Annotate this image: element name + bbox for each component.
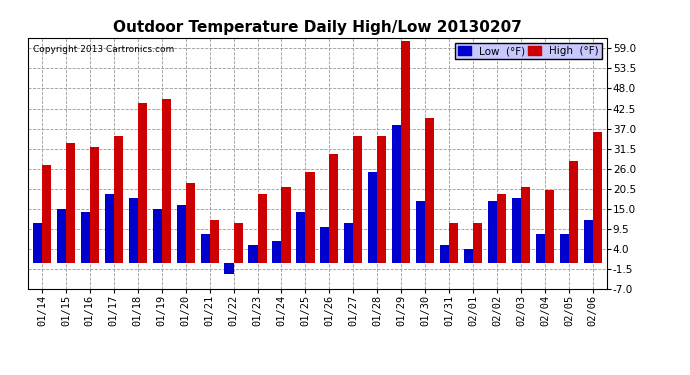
Bar	[224, 263, 234, 274]
Title: Outdoor Temperature Daily High/Low 20130207: Outdoor Temperature Daily High/Low 20130…	[113, 20, 522, 35]
Bar	[593, 132, 602, 263]
Text: Copyright 2013 Cartronics.com: Copyright 2013 Cartronics.com	[33, 45, 175, 54]
Bar	[152, 209, 161, 263]
Bar	[521, 187, 530, 263]
Bar	[66, 143, 75, 263]
Bar	[177, 205, 186, 263]
Bar	[273, 242, 282, 263]
Bar	[306, 172, 315, 263]
Bar	[186, 183, 195, 263]
Bar	[368, 172, 377, 263]
Bar	[497, 194, 506, 263]
Bar	[512, 198, 521, 263]
Bar	[449, 223, 458, 263]
Bar	[257, 194, 266, 263]
Bar	[392, 125, 401, 263]
Bar	[33, 223, 42, 263]
Bar	[440, 245, 449, 263]
Bar	[105, 194, 114, 263]
Bar	[545, 190, 554, 263]
Bar	[234, 223, 243, 263]
Bar	[42, 165, 51, 263]
Bar	[344, 223, 353, 263]
Bar	[201, 234, 210, 263]
Bar	[464, 249, 473, 263]
Bar	[90, 147, 99, 263]
Bar	[282, 187, 290, 263]
Bar	[584, 220, 593, 263]
Bar	[138, 103, 147, 263]
Bar	[473, 223, 482, 263]
Legend: Low  (°F), High  (°F): Low (°F), High (°F)	[455, 43, 602, 59]
Bar	[57, 209, 66, 263]
Bar	[296, 212, 306, 263]
Bar	[353, 136, 362, 263]
Bar	[560, 234, 569, 263]
Bar	[248, 245, 257, 263]
Bar	[114, 136, 123, 263]
Bar	[416, 201, 425, 263]
Bar	[377, 136, 386, 263]
Bar	[488, 201, 497, 263]
Bar	[425, 118, 434, 263]
Bar	[329, 154, 339, 263]
Bar	[81, 212, 90, 263]
Bar	[128, 198, 138, 263]
Bar	[320, 227, 329, 263]
Bar	[401, 41, 411, 263]
Bar	[210, 220, 219, 263]
Bar	[569, 161, 578, 263]
Bar	[536, 234, 545, 263]
Bar	[161, 99, 171, 263]
